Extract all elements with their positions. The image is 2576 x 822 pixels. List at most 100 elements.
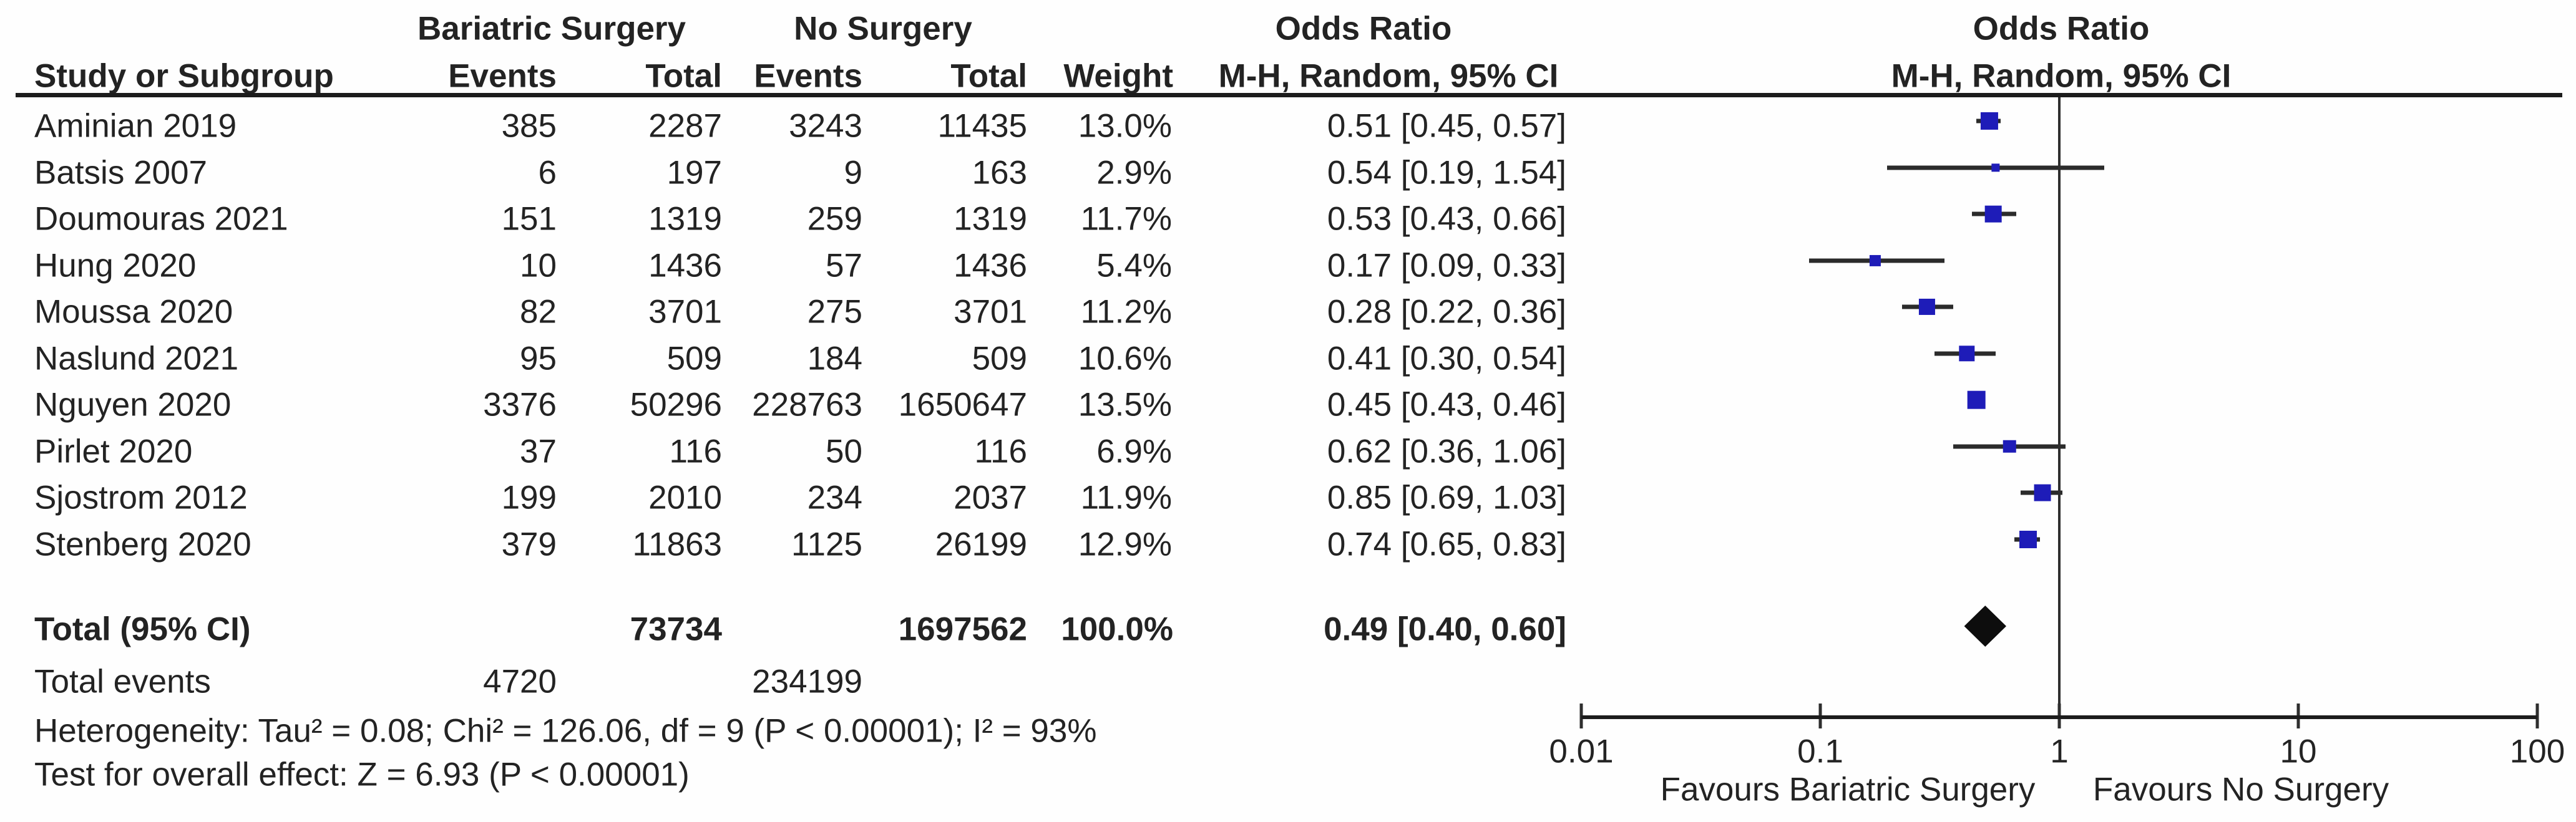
surgery-events-cell: 379 [501,526,557,563]
surgery-total-cell: 50296 [630,386,722,423]
surgery-total-cell: 2287 [648,107,722,145]
weight-cell: 11.9% [1080,479,1172,516]
weight-cell: 2.9% [1096,154,1172,191]
total1-col-header: Total [645,57,722,95]
effect-marker [1919,298,1936,316]
odds-ratio-plot-header: Odds Ratio [1973,10,2150,47]
effect-marker [2034,484,2051,501]
study-name-cell: Stenberg 2020 [34,526,251,563]
surgery-events-cell: 95 [520,340,557,377]
control-events-cell: 184 [807,340,862,377]
axis-tick-label: 10 [2280,733,2317,770]
study-name-cell: Sjostrom 2012 [34,479,248,516]
favours-right-label: Favours No Surgery [2092,771,2389,808]
or-ci-cell: 0.41 [0.30, 0.54] [1327,340,1566,377]
weight-cell: 6.9% [1096,433,1172,470]
weight-cell: 13.5% [1078,386,1172,423]
effect-marker [1967,390,1986,409]
surgery-events-cell: 10 [520,247,557,284]
control-events-cell: 50 [826,433,862,470]
total-events-control: 234199 [752,663,862,700]
surgery-events-cell: 3376 [483,386,557,423]
or-ci-cell: 0.17 [0.09, 0.33] [1327,247,1566,284]
or-ci-cell: 0.28 [0.22, 0.36] [1327,293,1566,331]
effect-marker [2003,440,2016,453]
or-ci-cell: 0.53 [0.43, 0.66] [1327,200,1566,238]
control-events-cell: 3243 [789,107,862,145]
study-name-cell: Naslund 2021 [34,340,239,377]
control-total-cell: 163 [972,154,1027,191]
total-control-n: 1697562 [898,611,1027,648]
surgery-total-cell: 2010 [648,479,722,516]
surgery-events-cell: 6 [538,154,557,191]
surgery-events-cell: 199 [501,479,557,516]
or-ci-cell: 0.85 [0.69, 1.03] [1327,479,1566,516]
x-axis-line [1581,715,2537,719]
summary-diamond [1964,606,2007,647]
events2-col-header: Events [754,57,862,95]
study-name-cell: Pirlet 2020 [34,433,193,470]
group2-header: No Surgery [794,10,972,47]
null-effect-line [2058,97,2061,718]
control-total-cell: 509 [972,340,1027,377]
group1-header: Bariatric Surgery [417,10,686,47]
total-events-label: Total events [34,663,211,700]
axis-tick-label: 100 [2509,733,2565,770]
total-events-surgery: 4720 [483,663,557,700]
control-events-cell: 228763 [752,386,862,423]
surgery-total-cell: 197 [666,154,722,191]
weight-cell: 11.7% [1080,200,1172,238]
control-total-cell: 2037 [954,479,1027,516]
study-name-cell: Doumouras 2021 [34,200,288,238]
control-events-cell: 9 [844,154,862,191]
effect-marker [1985,205,2002,223]
study-col-header: Study or Subgroup [34,57,334,95]
surgery-total-cell: 1436 [648,247,722,284]
events1-col-header: Events [448,57,557,95]
method-plot-header: M-H, Random, 95% CI [1891,57,2232,95]
effect-marker [1958,345,1975,362]
control-events-cell: 57 [826,247,862,284]
axis-tick-label: 0.01 [1549,733,1614,770]
control-total-cell: 1650647 [898,386,1027,423]
control-total-cell: 1436 [954,247,1027,284]
or-ci-cell: 0.62 [0.36, 1.06] [1327,433,1566,470]
or-ci-cell: 0.54 [0.19, 1.54] [1327,154,1566,191]
axis-tick [2535,704,2539,728]
total-row-label: Total (95% CI) [34,611,251,648]
surgery-total-cell: 509 [666,340,722,377]
surgery-events-cell: 385 [501,107,557,145]
total-weight: 100.0% [1061,611,1173,648]
control-total-cell: 26199 [935,526,1027,563]
header-separator-line [16,93,2562,97]
weight-col-header: Weight [1063,57,1173,95]
surgery-total-cell: 1319 [648,200,722,238]
axis-tick-label: 0.1 [1797,733,1843,770]
study-name-cell: Moussa 2020 [34,293,233,331]
surgery-total-cell: 3701 [648,293,722,331]
control-total-cell: 1319 [954,200,1027,238]
favours-left-label: Favours Bariatric Surgery [1660,771,2036,808]
total2-col-header: Total [950,57,1027,95]
control-events-cell: 259 [807,200,862,238]
or-ci-cell: 0.51 [0.45, 0.57] [1327,107,1566,145]
or-ci-cell: 0.45 [0.43, 0.46] [1327,386,1566,423]
study-name-cell: Nguyen 2020 [34,386,232,423]
method-text-header: M-H, Random, 95% CI [1218,57,1559,95]
control-total-cell: 3701 [954,293,1027,331]
effect-marker [1980,112,1999,130]
control-total-cell: 11435 [937,107,1027,145]
odds-ratio-text-header: Odds Ratio [1275,10,1452,47]
total-surgery-n: 73734 [630,611,722,648]
weight-cell: 11.2% [1080,293,1172,331]
surgery-events-cell: 37 [520,433,557,470]
control-events-cell: 275 [807,293,862,331]
or-ci-cell: 0.74 [0.65, 0.83] [1327,526,1566,563]
surgery-events-cell: 151 [501,200,557,238]
weight-cell: 10.6% [1078,340,1172,377]
study-name-cell: Aminian 2019 [34,107,237,145]
study-name-cell: Batsis 2007 [34,154,207,191]
weight-cell: 5.4% [1096,247,1172,284]
effect-marker [2019,530,2037,548]
